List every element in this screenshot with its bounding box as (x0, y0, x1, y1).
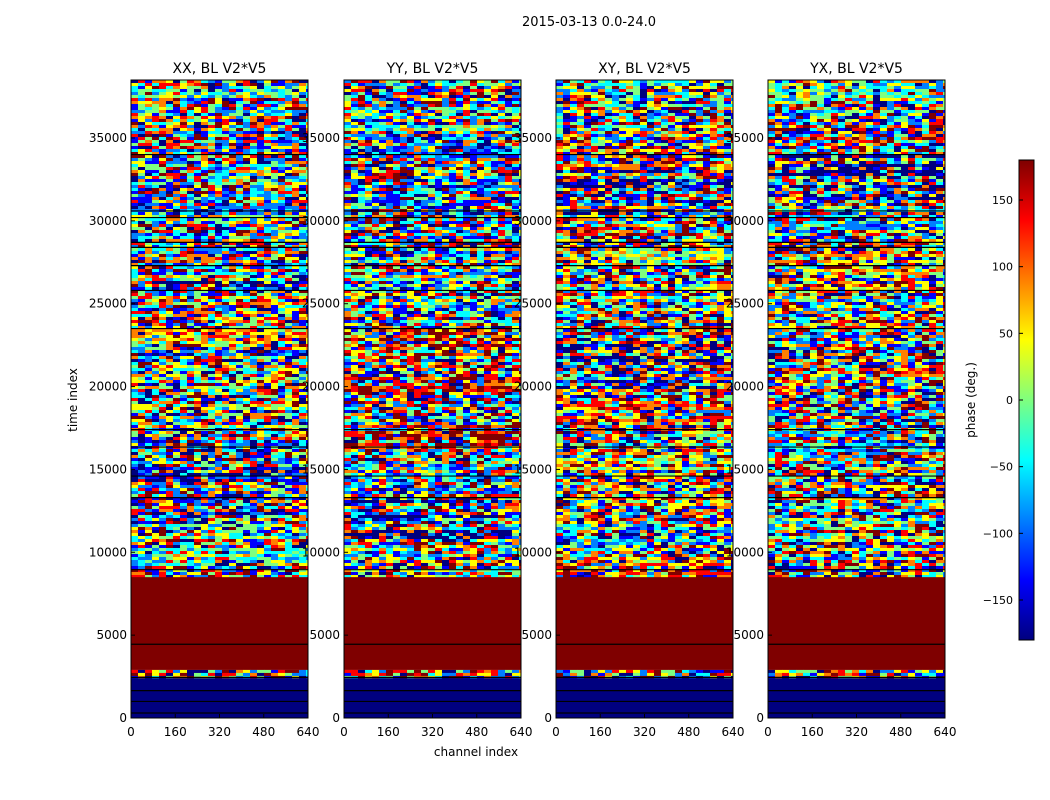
y-tick-label: 0 (544, 711, 552, 725)
x-tick-label: 640 (722, 725, 745, 739)
y-axis-label: time index (66, 368, 80, 432)
colorbar-tick-label: −50 (990, 461, 1013, 474)
phase-image (344, 80, 521, 718)
y-tick-label: 0 (332, 711, 340, 725)
x-tick-label: 160 (801, 725, 824, 739)
y-tick-label: 10000 (89, 545, 127, 559)
y-tick-label: 35000 (514, 131, 552, 145)
y-tick-label: 30000 (514, 214, 552, 228)
x-tick-label: 320 (208, 725, 231, 739)
panel-title: XY, BL V2*V5 (598, 61, 691, 77)
colorbar-label: phase (deg.) (964, 362, 978, 438)
x-axis-label: channel index (434, 745, 518, 759)
y-tick-label: 30000 (302, 214, 340, 228)
x-tick-label: 0 (764, 725, 772, 739)
phase-image (131, 80, 308, 718)
y-tick-label: 35000 (302, 131, 340, 145)
panel-xx: XX, BL V2*V5 0 160 320 480 640 0 5000 10000 15000… (89, 61, 320, 739)
figure-suptitle: 2015-03-13 0.0-24.0 (522, 15, 656, 30)
colorbar-tick-label: 100 (992, 261, 1013, 274)
y-tick-label: 25000 (514, 297, 552, 311)
x-tick-label: 0 (340, 725, 348, 739)
x-tick-label: 320 (845, 725, 868, 739)
x-tick-label: 480 (889, 725, 912, 739)
x-tick-label: 640 (510, 725, 533, 739)
x-tick-label: 320 (421, 725, 444, 739)
y-tick-label: 20000 (302, 380, 340, 394)
x-tick-label: 160 (164, 725, 187, 739)
x-tick-label: 480 (465, 725, 488, 739)
y-tick-label: 5000 (733, 628, 764, 642)
y-tick-label: 20000 (514, 380, 552, 394)
y-tick-label: 5000 (96, 628, 127, 642)
y-tick-label: 25000 (726, 297, 764, 311)
colorbar-tick-label: 150 (992, 194, 1013, 207)
y-tick-label: 10000 (514, 545, 552, 559)
x-tick-label: 480 (677, 725, 700, 739)
x-tick-label: 480 (252, 725, 275, 739)
y-tick-label: 20000 (726, 380, 764, 394)
panel-title: YY, BL V2*V5 (386, 61, 479, 77)
x-tick-label: 640 (297, 725, 320, 739)
panel-yy: YY, BL V2*V5 0 160 320 480 640 0 5000 10000 15000… (302, 61, 533, 739)
y-tick-label: 15000 (302, 462, 340, 476)
y-tick-label: 0 (756, 711, 764, 725)
x-tick-label: 320 (633, 725, 656, 739)
phase-image (768, 80, 945, 718)
y-tick-label: 10000 (302, 545, 340, 559)
phase-image (556, 80, 733, 718)
y-tick-label: 10000 (726, 545, 764, 559)
y-tick-label: 15000 (726, 462, 764, 476)
y-tick-label: 35000 (89, 131, 127, 145)
panel-xy: XY, BL V2*V5 0 160 320 480 640 0 5000 10000 15000… (514, 61, 745, 739)
colorbar-tick-label: −150 (983, 594, 1013, 607)
x-tick-label: 640 (934, 725, 957, 739)
y-tick-label: 35000 (726, 131, 764, 145)
y-tick-label: 15000 (514, 462, 552, 476)
panel-title: YX, BL V2*V5 (809, 61, 903, 77)
x-tick-label: 160 (377, 725, 400, 739)
x-tick-label: 0 (552, 725, 560, 739)
x-tick-label: 160 (589, 725, 612, 739)
y-tick-label: 25000 (302, 297, 340, 311)
y-tick-label: 30000 (726, 214, 764, 228)
x-tick-label: 0 (127, 725, 135, 739)
y-tick-label: 25000 (89, 297, 127, 311)
y-tick-label: 15000 (89, 462, 127, 476)
y-tick-label: 20000 (89, 380, 127, 394)
colorbar: 150 100 50 0 −50 −100 −150 (983, 159, 1035, 641)
y-tick-label: 5000 (521, 628, 552, 642)
panel-title: XX, BL V2*V5 (173, 61, 267, 77)
y-tick-label: 30000 (89, 214, 127, 228)
y-tick-label: 0 (119, 711, 127, 725)
colorbar-tick-label: 50 (999, 327, 1013, 340)
colorbar-tick-label: 0 (1006, 394, 1013, 407)
y-tick-label: 5000 (309, 628, 340, 642)
colorbar-tick-label: −100 (983, 527, 1013, 540)
panel-yx: YX, BL V2*V5 0 160 320 480 640 0 5000 10000 15000… (726, 61, 957, 739)
